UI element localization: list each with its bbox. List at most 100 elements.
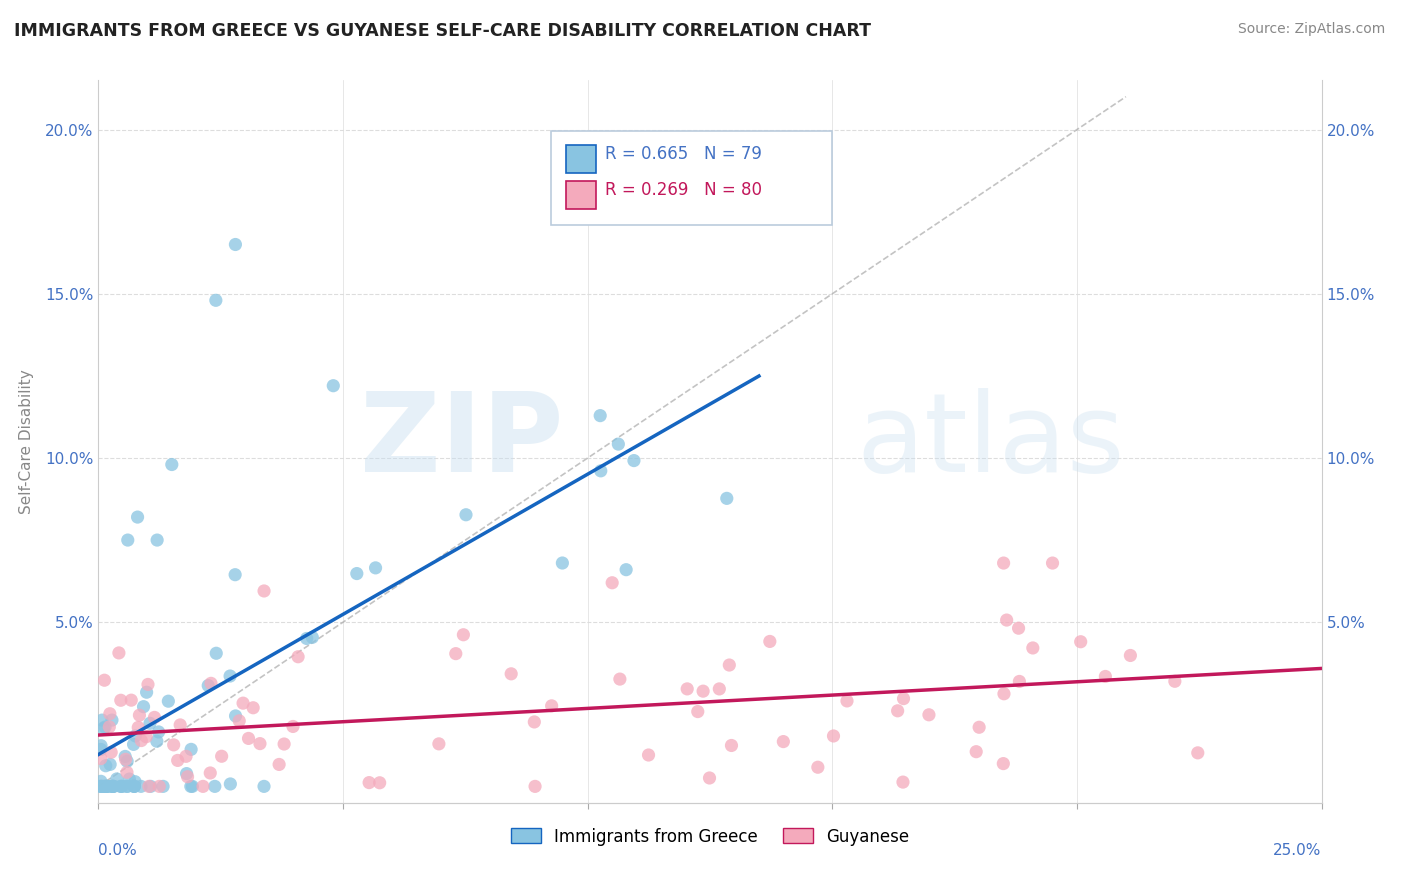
Point [993, 756, 1015, 771]
Point [191, 780, 214, 794]
Point [101, 780, 124, 794]
Point [105, 772, 128, 786]
Point [253, 780, 276, 794]
Point [108, 646, 131, 660]
Point [101, 780, 124, 794]
Point [716, 491, 738, 506]
Point [180, 780, 202, 794]
Point [91, 780, 114, 794]
Point [1164, 674, 1187, 689]
Point [118, 772, 141, 786]
Point [269, 757, 291, 772]
Text: IMMIGRANTS FROM GREECE VS GUYANESE SELF-CARE DISABILITY CORRELATION CHART: IMMIGRANTS FROM GREECE VS GUYANESE SELF-… [14, 22, 872, 40]
Point [110, 780, 132, 794]
Point [93, 722, 115, 736]
Point [273, 737, 295, 751]
Point [132, 699, 155, 714]
Point [157, 694, 180, 708]
Point [120, 693, 142, 707]
Point [501, 666, 523, 681]
Point [281, 719, 304, 733]
Point [614, 563, 637, 577]
Point [93, 673, 115, 688]
Point [96, 780, 118, 794]
Point [295, 632, 318, 646]
Point [139, 716, 162, 731]
Point [720, 739, 742, 753]
FancyBboxPatch shape [551, 131, 832, 225]
Point [807, 760, 830, 774]
Point [893, 691, 915, 706]
Point [1042, 556, 1064, 570]
Point [242, 700, 264, 714]
Point [623, 453, 645, 467]
Point [364, 561, 387, 575]
Point [98, 757, 121, 772]
Point [454, 508, 477, 522]
Text: R = 0.269   N = 80: R = 0.269 N = 80 [605, 181, 762, 199]
Point [136, 677, 159, 691]
Text: atlas: atlas [856, 388, 1125, 495]
Text: 25.0%: 25.0% [1274, 843, 1322, 857]
Point [131, 733, 153, 747]
Point [1022, 640, 1045, 655]
Point [94, 720, 117, 734]
Point [117, 533, 139, 547]
Point [224, 237, 246, 252]
Point [1119, 648, 1142, 663]
Point [117, 780, 139, 794]
Point [166, 753, 188, 767]
Point [322, 378, 344, 392]
Point [197, 679, 219, 693]
Point [204, 780, 226, 794]
Point [90, 774, 112, 789]
Point [124, 774, 146, 789]
Point [90, 739, 112, 753]
Point [205, 646, 228, 660]
Point [127, 510, 149, 524]
Point [224, 567, 246, 582]
Point [523, 714, 546, 729]
Point [94, 780, 117, 794]
Point [139, 780, 162, 794]
Point [176, 770, 198, 784]
Point [686, 705, 709, 719]
FancyBboxPatch shape [565, 145, 596, 173]
Point [232, 696, 254, 710]
Point [709, 681, 731, 696]
Point [301, 631, 323, 645]
Point [967, 720, 990, 734]
Point [146, 533, 169, 547]
Point [91, 713, 114, 727]
Point [143, 710, 166, 724]
Point [138, 780, 160, 794]
Point [253, 584, 276, 599]
Point [835, 694, 858, 708]
Point [101, 780, 124, 794]
Point [90, 780, 112, 794]
Point [225, 709, 247, 723]
Point [98, 706, 121, 721]
Point [718, 658, 741, 673]
Point [174, 749, 197, 764]
Point [823, 729, 845, 743]
Point [114, 749, 136, 764]
Legend: Immigrants from Greece, Guyanese: Immigrants from Greece, Guyanese [505, 821, 915, 852]
Point [169, 718, 191, 732]
Point [94, 758, 117, 772]
Point [180, 742, 202, 756]
Text: Source: ZipAtlas.com: Source: ZipAtlas.com [1237, 22, 1385, 37]
Text: R = 0.665   N = 79: R = 0.665 N = 79 [605, 145, 762, 163]
Point [115, 754, 138, 768]
Point [607, 437, 630, 451]
Point [111, 780, 134, 794]
Point [181, 780, 204, 794]
Point [115, 765, 138, 780]
Point [129, 780, 152, 794]
Point [152, 780, 174, 794]
FancyBboxPatch shape [565, 181, 596, 209]
Point [122, 738, 145, 752]
Point [148, 725, 170, 739]
Y-axis label: Self-Care Disability: Self-Care Disability [20, 369, 34, 514]
Point [637, 747, 659, 762]
